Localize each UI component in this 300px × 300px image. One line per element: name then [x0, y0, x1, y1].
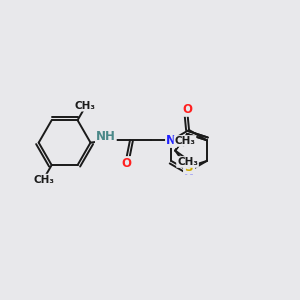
Text: N: N	[166, 134, 176, 147]
Text: O: O	[183, 103, 193, 116]
Text: CH₃: CH₃	[34, 175, 55, 184]
Text: CH₃: CH₃	[74, 101, 95, 111]
Text: O: O	[122, 157, 131, 170]
Text: N: N	[184, 165, 194, 178]
Text: CH₃: CH₃	[177, 157, 198, 167]
Text: N: N	[166, 134, 176, 147]
Text: CH₃: CH₃	[174, 136, 195, 146]
Text: NH: NH	[96, 130, 116, 143]
Text: S: S	[184, 161, 193, 174]
